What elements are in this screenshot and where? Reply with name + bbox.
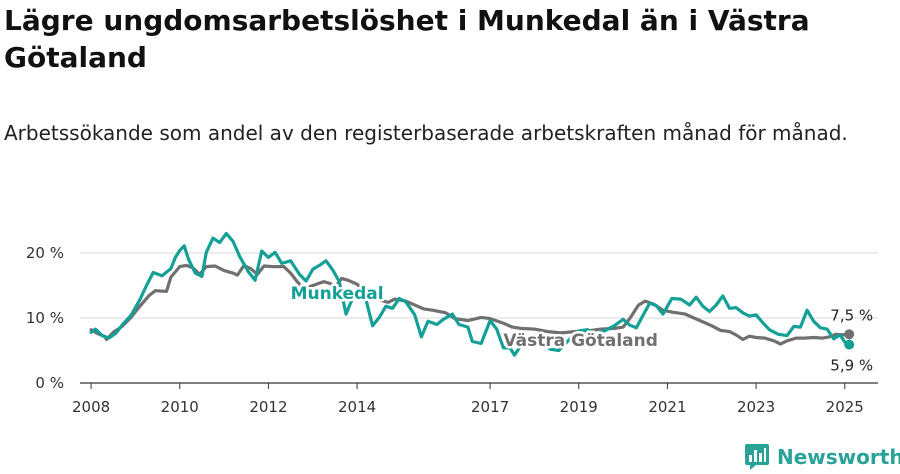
axes: 0 % 10 % 20 % 2008 2010 2012 2014 2017 2019 2021 2… [26, 244, 878, 416]
vastra-gotaland-end-marker [844, 329, 855, 340]
line-chart: 0 % 10 % 20 % 2008 2010 2012 2014 2017 2019 2021 2… [26, 231, 878, 416]
y-tick-label: 0 % [35, 374, 64, 392]
vastra-gotaland-series-label-halo: Västra Götaland [503, 331, 658, 351]
x-tick-label: 2010 [161, 398, 199, 416]
x-tick-label: 2008 [72, 398, 110, 416]
logo-text: Newsworthy [777, 445, 900, 469]
y-tick-label: 20 % [26, 244, 64, 262]
x-tick-label: 2021 [648, 398, 686, 416]
x-tick-label: 2025 [826, 398, 864, 416]
y-tick-label: 10 % [26, 309, 64, 327]
x-tick-label: 2012 [249, 398, 287, 416]
series-lines [89, 231, 855, 357]
x-tick-label: 2014 [338, 398, 376, 416]
newsworthy-bar-icon [745, 444, 769, 470]
munkedal-end-marker [844, 339, 855, 350]
munkedal-series-label: Munkedal [291, 284, 384, 304]
vastra-gotaland-end-value: 7,5 % [830, 306, 873, 324]
vastra-gotaland-series-label: Västra Götaland [503, 331, 658, 351]
munkedal-line [89, 231, 851, 357]
x-tick-label: 2023 [737, 398, 775, 416]
munkedal-series-label-halo: Munkedal [291, 284, 384, 304]
x-tick-label: 2019 [560, 398, 598, 416]
gridlines [80, 252, 878, 319]
chart-subtitle: Arbetssökande som andel av den registerb… [4, 121, 848, 145]
munkedal-end-value: 5,9 % [830, 357, 873, 375]
newsworthy-logo: Newsworthy [744, 442, 900, 472]
x-tick-label: 2017 [471, 398, 509, 416]
chart-title: Lägre ungdomsarbetslöshet i Munkedal än … [4, 4, 810, 74]
